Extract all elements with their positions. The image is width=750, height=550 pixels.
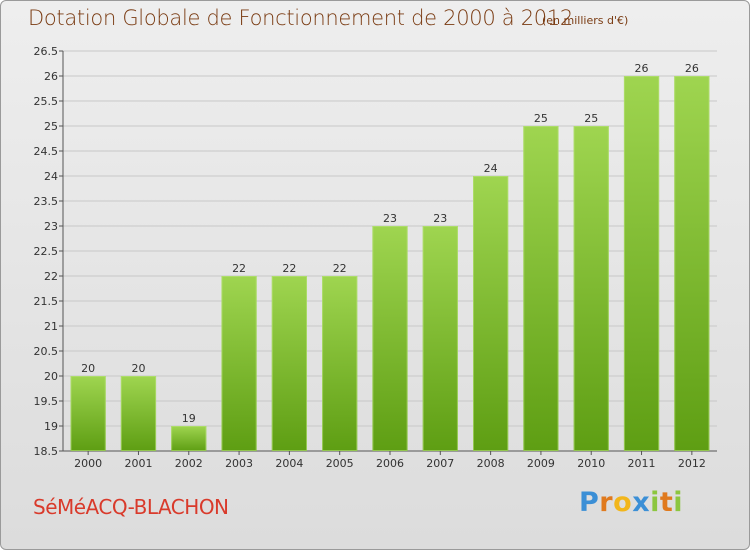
bar [221,276,257,451]
bar-value-label: 20 [131,362,145,375]
bar-highlight [573,126,609,451]
y-tick-label: 19 [44,420,58,433]
bar [120,376,157,451]
y-tick-label: 24 [44,170,58,183]
bar-value-label: 25 [584,112,598,125]
bar-value-label: 22 [333,262,347,275]
bar-highlight [271,276,307,451]
x-tick-label: 2003 [225,457,253,470]
bar-value-label: 22 [282,262,296,275]
x-tick-label: 2010 [577,457,605,470]
bar [70,376,106,451]
y-tick-label: 20 [44,370,58,383]
commune-name: SéMéACQ-BLACHON [33,495,229,519]
bar-highlight [322,276,358,451]
x-tick-label: 2009 [527,457,555,470]
bar-highlight [221,276,257,451]
logo-letter: t [659,487,674,518]
bar-highlight [70,376,106,451]
bar [322,276,358,451]
y-tick-label: 26 [44,70,58,83]
bars [70,76,710,451]
y-tick-label: 18.5 [34,445,59,458]
proxiti-logo: Proxiti [579,487,683,518]
bar-highlight [623,76,660,451]
x-tick-labels: 2000 2001 2002 2003 2004 2005 2006 2007 2008 2009… [74,457,706,470]
chart-title: Dotation Globale de Fonctionnement de 20… [28,6,573,30]
y-tick-label: 20.5 [34,345,59,358]
y-tick-label: 22.5 [34,245,59,258]
bar-highlight [171,426,207,451]
bar-value-labels: 20 20 19 22 22 22 23 23 24 25 25 26 26 [81,62,699,425]
bar-highlight [372,226,408,451]
y-tick-label: 25.5 [34,95,59,108]
bar-highlight [473,176,509,451]
y-tick-label: 23.5 [34,195,59,208]
bar-highlight [523,126,559,451]
bar-value-label: 19 [182,412,196,425]
bar-value-label: 20 [81,362,95,375]
bar [271,276,307,451]
y-tick-label: 23 [44,220,58,233]
bar-value-label: 23 [433,212,447,225]
logo-letter: i [673,487,684,518]
x-tick-label: 2012 [678,457,706,470]
bar-highlight [120,376,157,451]
bar [372,226,408,451]
bar [473,176,509,451]
logo-letter: P [579,487,600,518]
x-tick-label: 2007 [426,457,454,470]
bar-highlight [674,76,710,451]
logo-letter: i [650,487,660,518]
bar-value-label: 26 [635,62,649,75]
y-tick-label: 21.5 [34,295,59,308]
bar [573,126,609,451]
x-tick-label: 2006 [376,457,404,470]
bar-value-label: 23 [383,212,397,225]
y-tick-label: 21 [44,320,58,333]
y-tick-label: 25 [44,120,58,133]
bar [623,76,660,451]
x-tick-label: 2004 [275,457,303,470]
bar [171,426,207,451]
bar-value-label: 24 [484,162,498,175]
x-tick-label: 2008 [477,457,505,470]
x-tick-label: 2002 [175,457,203,470]
x-tick-label: 2011 [628,457,656,470]
y-tick-label: 24.5 [34,145,59,158]
bar-highlight [422,226,458,451]
y-tick-label: 22 [44,270,58,283]
y-tick-labels: 18.5 19 19.5 20 20.5 21 21.5 22 22.5 23 23.5 24 24.5… [34,45,59,458]
x-tick-label: 2001 [124,457,152,470]
chart-subtitle: (en milliers d'€) [542,14,629,27]
bar [674,76,710,451]
bar-value-label: 26 [685,62,699,75]
bar [523,126,559,451]
y-tick-label: 19.5 [34,395,59,408]
bar-value-label: 25 [534,112,548,125]
logo-letter: o [613,487,633,518]
bar-value-label: 22 [232,262,246,275]
x-tick-label: 2000 [74,457,102,470]
x-tick-label: 2005 [326,457,354,470]
y-tick-label: 26.5 [34,45,59,58]
bar [422,226,458,451]
logo-letter: x [632,487,651,518]
logo-letter: r [599,487,614,518]
